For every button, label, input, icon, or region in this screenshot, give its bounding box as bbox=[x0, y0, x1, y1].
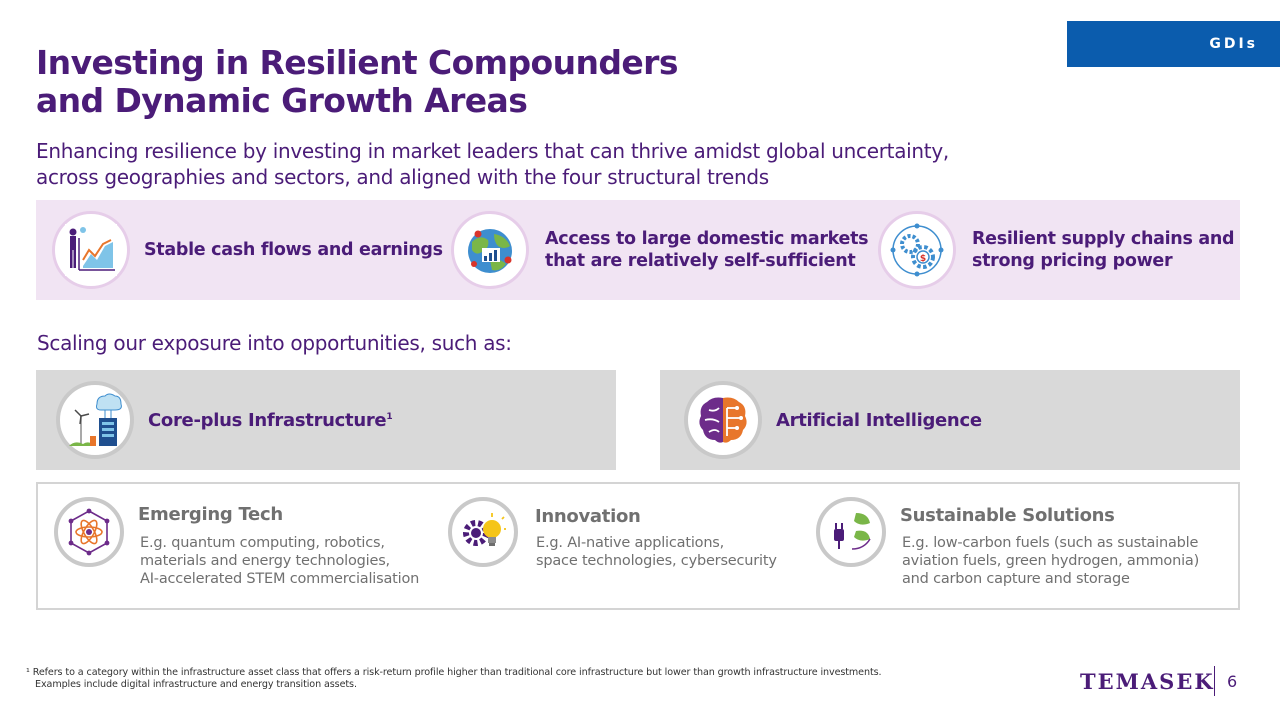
supply-chain-gears-icon: $ bbox=[878, 211, 956, 289]
band-label-line: Resilient supply chains and bbox=[972, 229, 1235, 249]
stable-cashflow-icon bbox=[52, 211, 130, 289]
growth-desc-line: E.g. low-carbon fuels (such as sustainab… bbox=[902, 535, 1199, 551]
opportunity-card-ai: Artificial Intelligence bbox=[660, 370, 1240, 470]
growth-desc-line: aviation fuels, green hydrogen, ammonia) bbox=[902, 553, 1200, 569]
subtitle-line-2: across geographies and sectors, and alig… bbox=[36, 165, 769, 189]
growth-desc-line: E.g. AI-native applications, bbox=[536, 535, 725, 551]
band-label-line: that are relatively self-sufficient bbox=[545, 251, 856, 271]
logo-divider bbox=[1214, 666, 1215, 696]
band-item-stable-cashflow: Stable cash flows and earnings bbox=[52, 200, 443, 300]
temasek-logo: TEMASEK bbox=[1080, 669, 1215, 694]
growth-areas-panel: Emerging Tech E.g. quantum computing, ro… bbox=[36, 482, 1240, 610]
growth-desc-line: materials and energy technologies, bbox=[140, 553, 390, 569]
page-title: Investing in Resilient Compounders and D… bbox=[36, 44, 736, 120]
growth-desc-emerging-tech: E.g. quantum computing, robotics, materi… bbox=[140, 534, 419, 588]
svg-text:$: $ bbox=[920, 254, 926, 264]
resilience-band: Stable cash flows and earnings Access to… bbox=[36, 200, 1240, 300]
footnote-line-1: ¹ Refers to a category within the infras… bbox=[26, 667, 882, 678]
page-subtitle: Enhancing resilience by investing in mar… bbox=[36, 138, 996, 190]
domestic-market-globe-icon bbox=[451, 211, 529, 289]
growth-desc-line: E.g. quantum computing, robotics, bbox=[140, 535, 385, 551]
growth-desc-innovation: E.g. AI-native applications, space techn… bbox=[536, 534, 777, 570]
band-label-stable-cashflow: Stable cash flows and earnings bbox=[144, 239, 443, 261]
opportunity-label-ai: Artificial Intelligence bbox=[776, 409, 982, 431]
growth-title-emerging-tech: Emerging Tech bbox=[138, 504, 283, 525]
subtitle-line-1: Enhancing resilience by investing in mar… bbox=[36, 139, 949, 163]
gear-lightbulb-icon bbox=[448, 497, 518, 567]
growth-desc-line: and carbon capture and storage bbox=[902, 571, 1130, 587]
growth-title-sustainable-solutions: Sustainable Solutions bbox=[900, 505, 1115, 526]
scaling-intro: Scaling our exposure into opportunities,… bbox=[37, 331, 512, 355]
band-label-line: Stable cash flows and earnings bbox=[144, 240, 443, 260]
band-label-domestic-markets: Access to large domestic markets that ar… bbox=[545, 228, 869, 272]
green-plug-icon bbox=[816, 497, 886, 567]
footnote: ¹ Refers to a category within the infras… bbox=[26, 667, 882, 691]
section-tag: GDIs bbox=[1067, 21, 1280, 67]
infrastructure-icon bbox=[56, 381, 134, 459]
growth-title-innovation: Innovation bbox=[535, 506, 641, 527]
opportunity-label-text: Core-plus Infrastructure bbox=[148, 409, 387, 431]
band-label-supply-chains: Resilient supply chains and strong prici… bbox=[972, 228, 1235, 272]
page-title-line-1: Investing in Resilient Compounders bbox=[36, 43, 678, 82]
atom-icon bbox=[54, 497, 124, 567]
ai-brain-icon bbox=[684, 381, 762, 459]
growth-item-sustainable-solutions: Sustainable Solutions E.g. low-carbon fu… bbox=[816, 484, 1236, 608]
growth-desc-line: AI-accelerated STEM commercialisation bbox=[140, 571, 420, 587]
opportunity-card-infrastructure: Core-plus Infrastructure1 bbox=[36, 370, 616, 470]
page-number: 6 bbox=[1227, 672, 1238, 691]
growth-item-emerging-tech: Emerging Tech E.g. quantum computing, ro… bbox=[38, 484, 438, 608]
footnote-marker: 1 bbox=[386, 411, 393, 422]
growth-desc-line: space technologies, cybersecurity bbox=[536, 553, 777, 569]
band-item-supply-chains: $ Resilient supply chains and strong pri… bbox=[878, 200, 1235, 300]
growth-desc-sustainable-solutions: E.g. low-carbon fuels (such as sustainab… bbox=[902, 534, 1199, 588]
growth-item-innovation: Innovation E.g. AI-native applications, … bbox=[448, 484, 818, 608]
opportunity-label-infrastructure: Core-plus Infrastructure1 bbox=[148, 409, 393, 431]
band-label-line: strong pricing power bbox=[972, 251, 1173, 271]
band-label-line: Access to large domestic markets bbox=[545, 229, 869, 249]
page-title-line-2: and Dynamic Growth Areas bbox=[36, 81, 528, 120]
band-item-domestic-markets: Access to large domestic markets that ar… bbox=[451, 200, 869, 300]
footnote-line-2: Examples include digital infrastructure … bbox=[35, 679, 357, 690]
